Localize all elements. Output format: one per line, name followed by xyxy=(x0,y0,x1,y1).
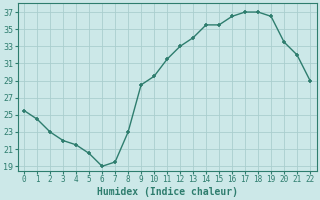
X-axis label: Humidex (Indice chaleur): Humidex (Indice chaleur) xyxy=(97,186,237,197)
